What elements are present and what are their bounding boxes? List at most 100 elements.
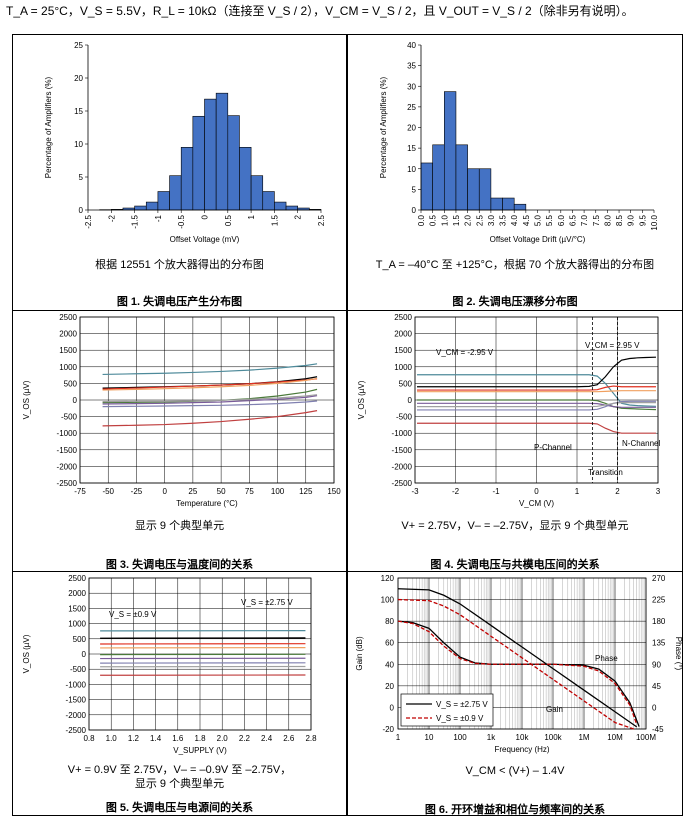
y-tick-label: 80 (385, 617, 394, 626)
y-tick-label: 0 (82, 650, 87, 659)
y-tick-label: -2500 (392, 479, 413, 488)
x-tick-label: 2.8 (305, 734, 317, 743)
figure-2-subtitle: T_A = –40°C 至 +125°C，根据 70 个放大器得出的分布图 (375, 259, 655, 271)
y-tick-label: -2000 (392, 462, 413, 471)
data-series-line (102, 377, 318, 391)
figure-4-caption: 图 4. 失调电压与共模电压间的关系 (430, 559, 600, 571)
x-tick-label: -1.5 (131, 214, 140, 228)
data-series-line (102, 410, 318, 427)
x-tick-label: 0 (201, 214, 210, 219)
offset-vs-temperature-chart: 25002000150010005000-500-1000-1500-2000-… (22, 313, 341, 508)
x-tick-label: 1.0 (440, 214, 449, 226)
y-tick-label: -500 (396, 413, 413, 422)
y-tick-label: 500 (64, 379, 78, 388)
annotation-vcm-neg: V_CM = -2.95 V (436, 348, 494, 357)
figure-2-panel: 0 5 10 15 20 25 30 35 40 0.0 0.5 1.0 1.5 2.0 2.5 3.0 3.5… (347, 34, 683, 311)
y-tick-label: -1500 (392, 446, 413, 455)
y-tick-label: 0 (79, 206, 84, 215)
figure-1-subtitle: 根据 12551 个放大器得出的分布图 (95, 259, 264, 271)
y-tick-label: -1000 (392, 429, 413, 438)
y-tick-label: -2500 (57, 479, 78, 488)
annotation-phase: Phase (595, 654, 618, 663)
x-tick-label: -1 (492, 487, 500, 496)
y-tick-label: 2500 (59, 313, 77, 322)
x-tick-label: 10M (607, 733, 623, 742)
x-tick-label: 3.5 (499, 214, 508, 226)
y-tick-label: -1000 (57, 429, 78, 438)
annotation-gain: Gain (546, 705, 563, 714)
x-tick-label: 7.0 (580, 214, 589, 226)
data-series-line (417, 422, 656, 434)
data-series-line (102, 400, 318, 408)
y-tick-label: 1000 (68, 620, 86, 629)
data-series-line (102, 363, 318, 376)
annotation-transition: Transition (588, 468, 623, 477)
histogram-bar (502, 197, 515, 211)
plot-frame (414, 316, 659, 484)
histogram-bar (420, 162, 433, 211)
y-tick-label: 1500 (68, 604, 86, 613)
annotation-vs-high: V_S = ±2.75 V (241, 598, 293, 607)
y-tick-label: 35 (407, 62, 416, 71)
figure-2-caption: 图 2. 失调电压漂移分布图 (452, 296, 578, 308)
figure-1-caption: 图 1. 失调电压产生分布图 (116, 296, 243, 308)
gain-phase-vs-frequency-chart: 120 100 80 60 40 20 0 -20 270 225 180 135 90 45 0 -45 1 1… (355, 574, 683, 754)
y-tick-label: 500 (399, 379, 413, 388)
y-axis-label: Percentage of Amplifiers (%) (379, 76, 388, 178)
x-tick-label: 1.0 (106, 734, 118, 743)
y-tick-label: 0 (408, 396, 413, 405)
plot-frame (88, 577, 312, 731)
x-axis-label: V_SUPPLY (V) (173, 746, 227, 755)
x-tick-label: 3 (656, 487, 661, 496)
x-tick-label: 9.0 (627, 214, 636, 226)
histogram-bar (478, 168, 492, 211)
histogram-bar (513, 203, 527, 211)
x-tick-label: 1.5 (452, 214, 461, 226)
y2-tick-label: 225 (652, 596, 666, 605)
histogram-bar (227, 115, 240, 211)
figure-1-panel: 0 5 10 15 20 25 -2.5 -2 -1.5 -1 -0.5 0 0.5 1 1.5 2 2.5 Of… (12, 34, 347, 311)
offset-vs-common-mode-chart: 2500 2000 1500 1000 500 0 -500 -1000 -1500 -2000 -… (357, 313, 661, 508)
x-tick-label: -2 (452, 487, 460, 496)
y-tick-label: -1500 (66, 696, 87, 705)
histogram-bar (192, 115, 205, 211)
histogram-bar (432, 144, 445, 211)
data-series-line (417, 402, 656, 408)
x-tick-label: -75 (74, 487, 86, 496)
histogram-bar (250, 175, 264, 211)
x-tick-label: -50 (102, 487, 114, 496)
y-tick-label: -2000 (66, 711, 87, 720)
y-tick-label: -2000 (57, 462, 78, 471)
y-tick-label: 20 (74, 74, 83, 83)
x-tick-label: 2.0 (464, 214, 473, 226)
histogram-bar (444, 91, 457, 211)
figure-4-subtitle: V+ = 2.75V，V– = –2.75V，显示 9 个典型单元 (401, 520, 629, 532)
data-series-line (102, 394, 318, 403)
y-tick-label: 20 (407, 124, 416, 133)
y-tick-label: 100 (381, 596, 395, 605)
histogram-bar (180, 147, 194, 211)
annotation-n-channel: N-Channel (622, 439, 660, 448)
data-series-line (102, 378, 318, 390)
x-tick-label: 9.5 (638, 214, 647, 226)
x-tick-label: 2 (294, 214, 303, 219)
x-tick-label: 10k (516, 733, 530, 742)
x-tick-label: 1M (578, 733, 589, 742)
x-tick-label: 6.5 (568, 214, 577, 226)
x-tick-label: 2.6 (283, 734, 295, 743)
y-tick-label: 40 (407, 41, 416, 50)
y-tick-label: 1500 (394, 346, 412, 355)
histogram-bar (262, 191, 275, 211)
histogram-bar (157, 191, 170, 211)
x-tick-label: 2.5 (317, 214, 326, 226)
y-axis-label: Percentage of Amplifiers (%) (44, 76, 53, 178)
x-tick-label: 0 (534, 487, 539, 496)
x-tick-label: 1.4 (150, 734, 162, 743)
x-tick-label: 2.2 (239, 734, 251, 743)
y-axis-label: V_OS (µV) (357, 380, 366, 419)
data-series-line (417, 402, 656, 408)
x-tick-label: 6.0 (557, 214, 566, 226)
x-axis-label: V_CM (V) (519, 499, 554, 508)
y-tick-label: 10 (407, 165, 416, 174)
x-axis-label: Temperature (°C) (176, 499, 238, 508)
